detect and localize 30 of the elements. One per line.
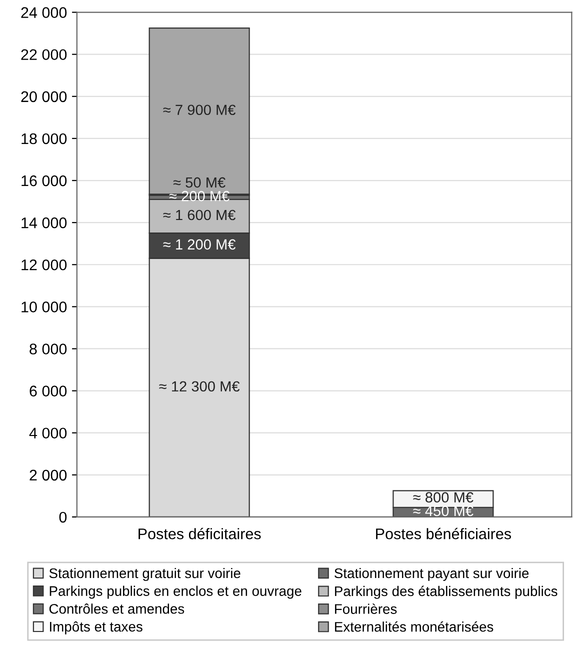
data-label: ≈ 800 M€: [413, 492, 474, 503]
legend-label: Parkings des établissements publics: [335, 586, 558, 599]
y-tick-label: 4 000: [29, 428, 67, 439]
legend-label: Contrôles et amendes: [49, 604, 184, 614]
legend-label: Externalités monétarisées: [335, 621, 494, 632]
x-tick-label: Postes bénéficiaires: [376, 528, 512, 540]
data-label: ≈ 1 200 M€: [163, 239, 236, 250]
y-tick-label: 18 000: [22, 133, 67, 144]
y-tick-label: 22 000: [21, 49, 67, 60]
legend-label: Stationnement gratuit sur voirie: [49, 568, 240, 581]
y-tick-label: 8 000: [30, 344, 67, 354]
x-tick-label: Postes déficitaires: [138, 528, 261, 540]
legend-label: Stationnement payant sur voirie: [334, 568, 529, 581]
legend-label: Impôts et taxes: [50, 621, 142, 634]
y-tick-label: 24 000: [21, 7, 67, 18]
data-label: ≈ 7 900 M€: [163, 104, 236, 116]
y-tick-label: 14 000: [22, 217, 67, 228]
data-label: ≈ 50 M€: [173, 177, 226, 188]
data-label: ≈ 1 600 M€: [163, 210, 236, 220]
legend-label: Fourrières: [335, 604, 397, 614]
data-label: ≈ 12 300 M€: [159, 381, 240, 392]
y-tick-label: 12 000: [22, 259, 67, 270]
y-tick-label: 0: [59, 512, 67, 523]
y-tick-label: 10 000: [22, 302, 67, 312]
y-tick-label: 2 000: [30, 470, 67, 481]
y-tick-label: 20 000: [21, 91, 67, 102]
y-tick-label: 16 000: [22, 175, 67, 186]
y-tick-label: 6 000: [30, 386, 67, 396]
legend-label: Parkings publics en enclos et en ouvrage: [50, 586, 302, 599]
data-label: ≈ 450 M€: [413, 506, 474, 516]
